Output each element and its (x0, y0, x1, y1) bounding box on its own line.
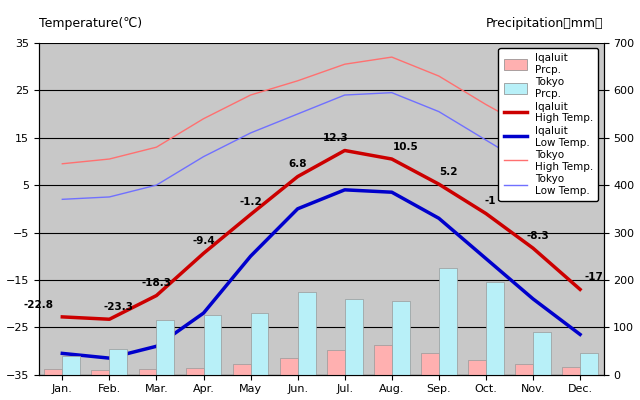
Bar (562, 367, 580, 375)
Bar (486, 282, 504, 375)
Text: -1: -1 (485, 196, 497, 206)
Bar (156, 320, 174, 375)
Bar (392, 301, 410, 375)
Text: Temperature(℃): Temperature(℃) (39, 17, 142, 30)
Bar (327, 350, 345, 375)
Text: -9.4: -9.4 (192, 236, 215, 246)
Bar (139, 369, 156, 375)
Text: -18.3: -18.3 (141, 278, 172, 288)
Bar (515, 364, 533, 375)
Bar (62, 356, 80, 375)
Text: -23.3: -23.3 (104, 302, 134, 312)
Text: 12.3: 12.3 (323, 133, 348, 143)
Bar (186, 368, 204, 375)
Bar (439, 268, 457, 375)
Bar (92, 370, 109, 375)
Text: 5.2: 5.2 (439, 167, 458, 177)
Text: -22.8: -22.8 (24, 300, 54, 310)
Legend: Iqaluit
Prcp., Tokyo
Prcp., Iqaluit
High Temp., Iqaluit
Low Temp., Tokyo
High Te: Iqaluit Prcp., Tokyo Prcp., Iqaluit High… (499, 48, 598, 201)
Bar (468, 360, 486, 375)
Text: Precipitation（mm）: Precipitation（mm） (486, 17, 604, 30)
Text: 6.8: 6.8 (289, 160, 307, 170)
Bar (251, 313, 268, 375)
Bar (421, 353, 439, 375)
Bar (44, 368, 62, 375)
Bar (109, 349, 127, 375)
Bar (580, 353, 598, 375)
Text: 10.5: 10.5 (393, 142, 419, 152)
Text: -17: -17 (585, 272, 604, 282)
Text: -1.2: -1.2 (239, 197, 262, 207)
Bar (345, 299, 363, 375)
Bar (233, 364, 251, 375)
Bar (298, 292, 316, 375)
Bar (533, 332, 551, 375)
Bar (374, 345, 392, 375)
Text: -8.3: -8.3 (526, 231, 549, 241)
Bar (204, 316, 221, 375)
Bar (280, 358, 298, 375)
